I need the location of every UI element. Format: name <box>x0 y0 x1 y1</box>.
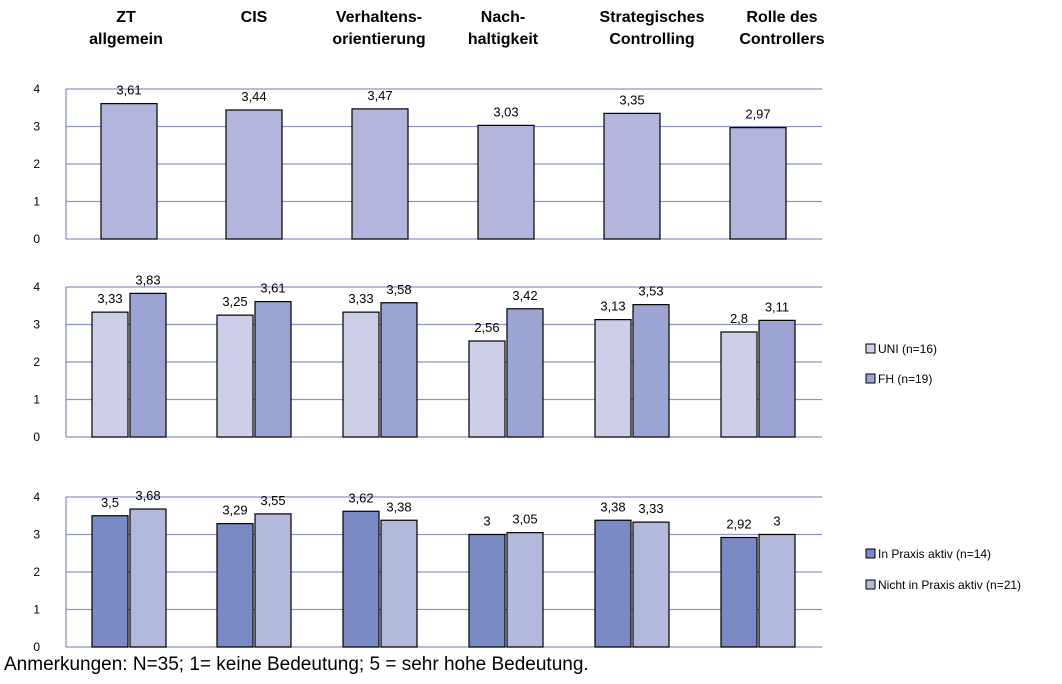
data-label: 2,92 <box>726 517 751 532</box>
bar <box>91 311 129 438</box>
data-label: 3,44 <box>241 89 266 104</box>
legend-label: Nicht in Praxis aktiv (n=21) <box>878 578 1021 592</box>
bar <box>594 319 632 438</box>
bar <box>342 510 380 648</box>
data-label: 3,83 <box>135 272 160 287</box>
bar <box>758 533 796 648</box>
category-header: CIS <box>241 9 268 26</box>
chart-panel-1: 0 1 2 3 4 3,61 3,44 3,47 3,03 3,35 2,97 <box>33 82 822 246</box>
y-tick-label: 1 <box>33 603 40 617</box>
category-header: Verhaltens-orientierung <box>332 9 425 48</box>
bar <box>100 103 158 240</box>
legend-label: In Praxis aktiv (n=14) <box>878 547 991 561</box>
y-tick-label: 2 <box>33 565 40 579</box>
data-label: 3 <box>773 514 780 529</box>
data-label: 3,38 <box>386 499 411 514</box>
data-label: 3,47 <box>367 88 392 103</box>
bar <box>129 292 167 438</box>
y-tick-label: 0 <box>33 640 40 654</box>
y-tick-label: 4 <box>33 490 40 504</box>
data-label: 3,29 <box>222 503 247 518</box>
data-label: 3,33 <box>348 291 373 306</box>
y-tick-label: 4 <box>33 82 40 96</box>
footnote: Anmerkungen: N=35; 1= keine Bedeutung; 5… <box>4 654 589 675</box>
category-header: Nach-haltigkeit <box>468 9 539 48</box>
bar <box>225 109 283 240</box>
legend-swatch <box>865 548 876 559</box>
data-label: 3,03 <box>493 104 518 119</box>
bar <box>594 519 632 648</box>
legend-swatch <box>865 343 876 354</box>
bar <box>506 532 544 648</box>
data-label: 3,58 <box>386 282 411 297</box>
data-label: 3,13 <box>600 299 625 314</box>
legend-label: UNI (n=16) <box>878 342 937 356</box>
bar <box>380 519 418 648</box>
category-header: Rolle des Controllers <box>739 9 824 48</box>
data-label: 2,8 <box>730 311 748 326</box>
chart-panel-2: 0 1 2 3 4 3,33 3,25 3,33 2,56 3,13 2,8 3,83 3,61 3,58… <box>33 272 937 444</box>
bar <box>603 112 661 240</box>
legend-swatch <box>865 373 876 384</box>
bar <box>720 536 758 648</box>
data-label: 3,62 <box>348 490 373 505</box>
data-label: 3,61 <box>116 83 141 98</box>
bar <box>632 304 670 438</box>
bar <box>216 314 254 438</box>
bar <box>729 127 787 240</box>
bar <box>351 108 409 240</box>
category-header: Strategisches Controlling <box>600 9 705 48</box>
data-label: 3,35 <box>619 92 644 107</box>
data-label: 3 <box>483 514 490 529</box>
bar <box>468 340 506 438</box>
bar <box>91 515 129 648</box>
data-label: 3,25 <box>222 294 247 309</box>
bar <box>506 308 544 438</box>
y-tick-label: 0 <box>33 430 40 444</box>
bar <box>380 302 418 438</box>
bar <box>477 124 535 240</box>
bar <box>254 301 292 438</box>
data-label: 3,38 <box>600 499 625 514</box>
bar <box>468 533 506 648</box>
data-label: 3,42 <box>512 288 537 303</box>
y-tick-label: 0 <box>33 232 40 246</box>
bar <box>342 311 380 438</box>
y-tick-label: 1 <box>33 195 40 209</box>
bar <box>254 513 292 648</box>
y-tick-label: 2 <box>33 157 40 171</box>
bar <box>129 508 167 648</box>
data-label: 3,11 <box>765 299 789 314</box>
legend-label: FH (n=19) <box>878 372 932 386</box>
bar <box>632 521 670 648</box>
y-tick-label: 3 <box>33 528 40 542</box>
y-tick-label: 3 <box>33 318 40 332</box>
data-label: 3,05 <box>512 512 537 527</box>
data-label: 2,97 <box>745 107 770 122</box>
data-label: 3,33 <box>638 501 663 516</box>
data-label: 3,55 <box>260 493 285 508</box>
data-label: 3,53 <box>638 284 663 299</box>
data-label: 2,56 <box>474 320 499 335</box>
data-label: 3,68 <box>135 488 160 503</box>
y-tick-label: 3 <box>33 120 40 134</box>
y-tick-label: 1 <box>33 393 40 407</box>
category-header: ZT allgemein <box>89 9 163 48</box>
bar <box>216 523 254 648</box>
y-tick-label: 2 <box>33 355 40 369</box>
data-label: 3,61 <box>260 281 285 296</box>
bar <box>758 319 796 438</box>
chart-panel-3: 0 1 2 3 4 3,5 3,29 3,62 3 3,38 2,92 3,68 3,55 3,38 3,0… <box>33 488 1021 654</box>
data-label: 3,33 <box>97 291 122 306</box>
data-label: 3,5 <box>101 495 119 510</box>
legend-swatch <box>865 579 876 590</box>
y-tick-label: 4 <box>33 280 40 294</box>
bar <box>720 331 758 438</box>
